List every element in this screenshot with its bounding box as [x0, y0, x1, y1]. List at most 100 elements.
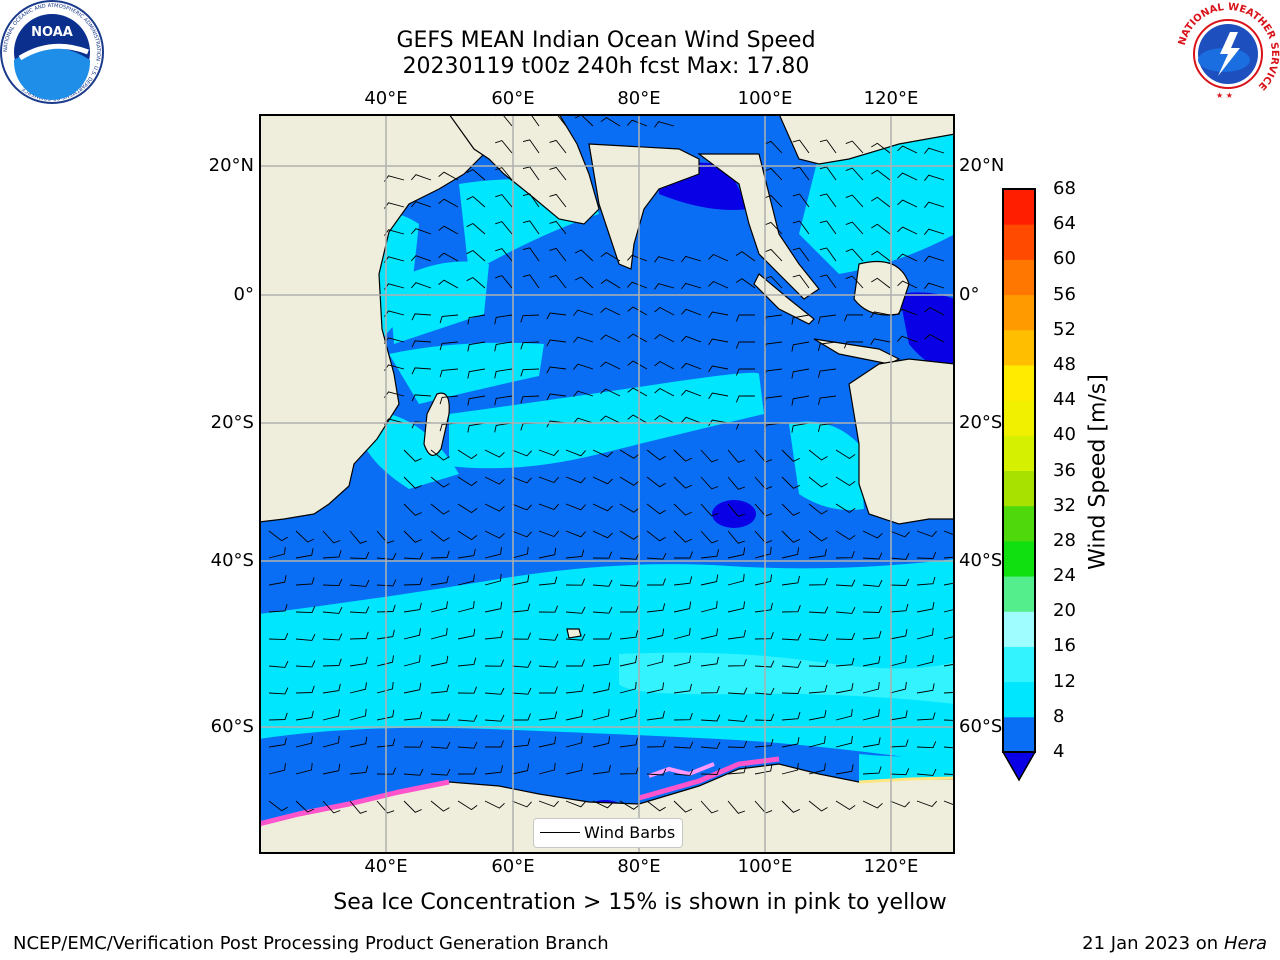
wind-barb — [654, 121, 675, 128]
wind-barb — [654, 360, 675, 370]
colorbar-tick-label: 20 — [1053, 600, 1076, 622]
wind-barb — [673, 655, 692, 667]
wind-barb — [700, 449, 719, 463]
wind-barb — [349, 800, 368, 814]
wind-barb — [410, 282, 432, 289]
wind-barb — [520, 341, 540, 350]
wind-barb — [792, 166, 810, 181]
wind-barb — [268, 712, 288, 721]
wind-barb — [654, 306, 675, 316]
wind-barb — [764, 248, 783, 262]
wind-barb — [484, 659, 505, 667]
wind-barb — [916, 530, 938, 538]
wind-barb — [673, 601, 692, 613]
wind-barb — [808, 659, 829, 667]
wind-barb — [349, 579, 370, 587]
wind-barb — [889, 654, 907, 667]
wind-barb — [792, 220, 810, 235]
wind-barb — [565, 549, 585, 559]
wind-barb — [376, 530, 395, 544]
wind-barb — [430, 655, 449, 667]
wind-barb — [322, 550, 342, 559]
colorbar-tick-label: 28 — [1053, 529, 1076, 551]
wind-barb — [735, 314, 756, 322]
wind-barb — [862, 681, 880, 694]
wind-barb — [781, 711, 801, 721]
wind-barb — [268, 604, 288, 613]
wind-barb — [871, 223, 891, 235]
wind-barb — [295, 577, 315, 586]
wind-barb — [727, 658, 747, 667]
wind-barb — [735, 341, 756, 349]
wind-barb — [467, 395, 486, 406]
wind-barb — [620, 605, 639, 613]
wind-barb — [845, 248, 864, 262]
wind-barb — [457, 503, 478, 514]
wind-barb — [673, 683, 692, 694]
wind-barb — [924, 174, 945, 181]
wind-barb — [295, 710, 314, 721]
wind-barb — [403, 711, 423, 721]
colorbar-cell — [1003, 505, 1035, 542]
wind-barb — [430, 601, 448, 613]
wind-barb — [411, 313, 432, 321]
wind-barb — [700, 530, 719, 544]
wind-barb — [565, 735, 583, 748]
wind-barb — [889, 682, 907, 694]
wind-barb — [619, 800, 640, 810]
wind-barb — [349, 736, 368, 748]
wind-barb — [485, 740, 504, 748]
wind-barb — [781, 503, 800, 516]
wind-barb — [592, 449, 613, 458]
wind-barb — [322, 658, 342, 667]
wind-barb — [322, 606, 343, 614]
wind-barb — [889, 710, 908, 721]
title-line-2: 20230119 t00z 240h fcst Max: 17.80 — [402, 54, 810, 79]
wind-barb — [403, 503, 422, 516]
wind-barb — [897, 308, 918, 316]
wind-barb — [700, 685, 720, 694]
wind-barb — [862, 605, 883, 613]
wind-barb — [494, 314, 513, 325]
wind-barb — [781, 800, 800, 813]
wind-barb — [646, 530, 666, 542]
wind-barb — [808, 735, 826, 748]
wind-barb — [700, 503, 719, 517]
wind-barb — [376, 579, 397, 587]
colorbar-tick-label: 68 — [1053, 178, 1076, 199]
wind-barb — [430, 530, 450, 542]
wind-barb — [619, 737, 638, 748]
wind-barb — [897, 226, 918, 235]
wind-barb — [681, 255, 702, 263]
wind-barb — [673, 768, 694, 776]
wind-barb — [592, 579, 613, 587]
wind-barb — [673, 449, 693, 462]
wind-barb — [430, 684, 450, 694]
wind-barb — [781, 547, 800, 559]
wind-barb — [619, 476, 640, 486]
wind-barb — [268, 575, 287, 586]
wind-barb — [924, 201, 945, 208]
wind-barb — [457, 657, 477, 667]
wind-barb — [520, 314, 540, 323]
lon-tick-top: 40°E — [364, 88, 408, 109]
wind-barb — [573, 336, 594, 343]
wind-barb — [457, 628, 476, 640]
wind-barb — [681, 308, 702, 316]
colorbar-tick-label: 52 — [1053, 318, 1076, 340]
colorbar — [1001, 188, 1037, 782]
wind-barb — [897, 145, 918, 154]
wind-barb — [708, 311, 729, 319]
wind-barb — [646, 682, 665, 694]
wind-barb — [546, 339, 567, 347]
wind-barb — [573, 417, 594, 424]
wind-barb — [916, 741, 937, 749]
wind-barb — [673, 627, 691, 640]
wind-barb — [376, 800, 395, 814]
wind-barb — [592, 736, 611, 748]
wind-barb — [781, 604, 801, 613]
wind-barb — [897, 280, 918, 289]
wind-barb — [538, 633, 559, 641]
wind-barb — [781, 686, 802, 694]
wind-barb — [862, 630, 882, 640]
